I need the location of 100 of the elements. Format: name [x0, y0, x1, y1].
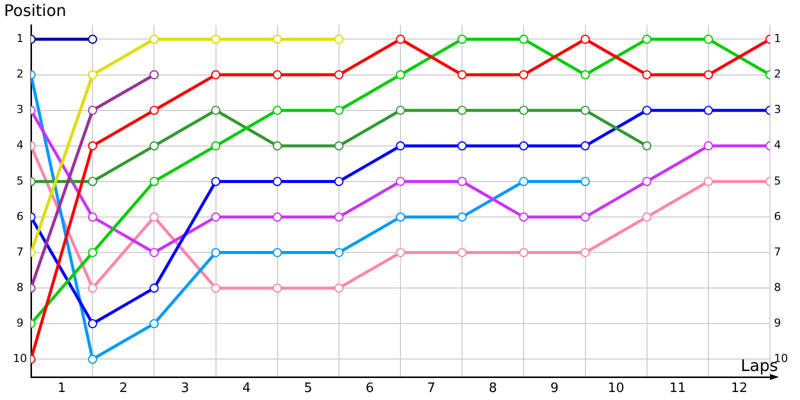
point	[580, 212, 590, 222]
point	[150, 319, 159, 328]
point	[334, 284, 344, 293]
y2-tick-label: 9	[774, 316, 781, 330]
point	[150, 176, 159, 186]
y2-tick-label: 8	[774, 280, 781, 294]
point	[88, 176, 98, 186]
y2-tick-label: 3	[774, 103, 781, 116]
y-tick-label: 10	[13, 352, 27, 366]
point	[150, 284, 159, 293]
y2-tick-label: 2	[774, 68, 781, 81]
point	[704, 141, 714, 150]
point	[396, 70, 406, 80]
x-tick-label: 8	[488, 381, 498, 396]
y-tick-label: 7	[16, 245, 24, 258]
point	[211, 176, 220, 186]
point	[88, 319, 98, 328]
x-tick-label: 4	[242, 381, 251, 396]
point	[642, 176, 652, 186]
point	[88, 248, 98, 258]
point	[211, 141, 220, 150]
point	[642, 70, 652, 80]
point	[457, 70, 467, 80]
y2-tick-label: 6	[774, 210, 781, 223]
point	[642, 34, 652, 44]
point	[457, 141, 467, 150]
point	[334, 70, 344, 80]
point	[88, 70, 98, 80]
x-tick-label: 12	[730, 381, 748, 396]
point	[580, 34, 590, 44]
point	[211, 70, 220, 80]
point	[150, 106, 159, 115]
point	[272, 284, 282, 293]
point	[396, 106, 406, 115]
point	[211, 248, 220, 258]
point	[88, 354, 98, 364]
point	[334, 34, 344, 44]
x-tick-label: 3	[180, 381, 190, 396]
point	[396, 34, 406, 44]
point	[642, 212, 652, 222]
x-tick-label: 7	[427, 381, 436, 396]
point	[580, 141, 590, 150]
x-axis-title: Laps	[740, 356, 778, 376]
y-tick-label: 2	[16, 68, 24, 81]
point	[272, 34, 282, 44]
point	[334, 248, 344, 258]
y-tick-label: 3	[16, 103, 24, 116]
point	[150, 248, 159, 258]
point	[150, 212, 159, 222]
point	[519, 176, 528, 186]
point	[519, 212, 528, 222]
point	[88, 284, 98, 293]
point	[519, 141, 528, 150]
point	[457, 212, 467, 222]
y-tick-label: 8	[16, 280, 24, 294]
y2-tick-label: 1	[774, 32, 781, 46]
point	[580, 176, 590, 186]
point	[704, 176, 714, 186]
y2-tick-label: 4	[774, 138, 781, 152]
y2-tick-label: 5	[774, 174, 781, 188]
point	[519, 70, 528, 80]
point	[211, 212, 220, 222]
point	[334, 176, 344, 186]
point	[519, 34, 528, 44]
point	[211, 284, 220, 293]
y-axis-title: Position	[4, 1, 66, 20]
point	[334, 106, 344, 115]
point	[150, 70, 159, 80]
x-tick-label: 10	[608, 381, 624, 396]
point	[211, 106, 220, 115]
point	[519, 248, 528, 258]
point	[272, 141, 282, 150]
point	[272, 248, 282, 258]
point	[457, 34, 467, 44]
y-tick-label: 1	[16, 32, 24, 46]
point	[272, 106, 282, 115]
point	[396, 141, 406, 150]
point	[272, 176, 282, 186]
point	[642, 106, 652, 115]
y-tick-label: 6	[16, 210, 24, 223]
point	[580, 70, 590, 80]
point	[88, 141, 98, 150]
point	[272, 212, 282, 222]
point	[519, 106, 528, 115]
point	[580, 106, 590, 115]
point	[272, 70, 282, 80]
point	[642, 141, 652, 150]
point	[704, 34, 714, 44]
point	[457, 176, 467, 186]
y-tick-label: 9	[16, 316, 24, 330]
point	[704, 106, 714, 115]
point	[88, 212, 98, 222]
x-tick-label: 2	[119, 381, 128, 396]
point	[457, 106, 467, 115]
x-tick-label: 1	[58, 381, 66, 396]
point	[150, 141, 159, 150]
x-tick-label: 5	[304, 381, 312, 396]
point	[150, 34, 159, 44]
y-tick-label: 5	[16, 174, 24, 188]
x-tick-label: 9	[550, 381, 559, 396]
